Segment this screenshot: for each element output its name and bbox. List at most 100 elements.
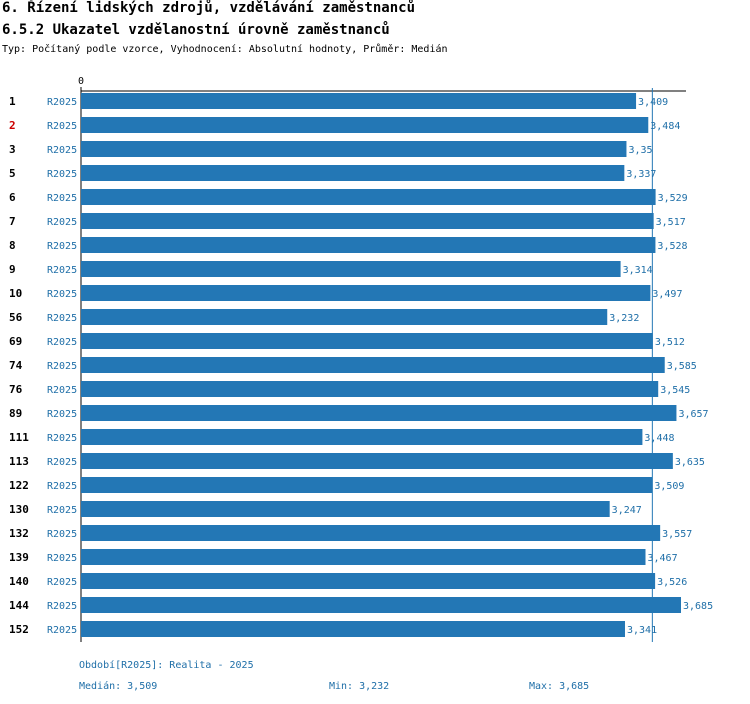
row-id-label: 152 (9, 623, 29, 636)
bar (81, 621, 625, 637)
bar-value-label: 3,409 (638, 97, 668, 108)
row-id-label: 1 (9, 95, 16, 108)
bar (81, 549, 646, 565)
bar-value-label: 3,247 (612, 505, 642, 516)
row-period-label: R2025 (47, 529, 77, 540)
bar-value-label: 3,512 (655, 337, 685, 348)
row-id-label: 113 (9, 455, 29, 468)
bar (81, 357, 665, 373)
bar (81, 309, 608, 325)
row-period-label: R2025 (47, 601, 77, 612)
row-period-label: R2025 (47, 409, 77, 420)
page-title: 6. Řízení lidských zdrojů, vzdělávání za… (2, 0, 416, 16)
median-summary: Medián: 3,509 (79, 681, 158, 692)
bar (81, 501, 610, 517)
row-id-label: 7 (9, 215, 16, 228)
bar-value-label: 3,657 (678, 409, 708, 420)
row-period-label: R2025 (47, 169, 77, 180)
bar (81, 573, 656, 589)
bar (81, 261, 621, 277)
chart-type-description: Typ: Počítaný podle vzorce, Vyhodnocení:… (2, 44, 448, 55)
row-period-label: R2025 (47, 385, 77, 396)
bar-value-label: 3,585 (667, 361, 697, 372)
bar (81, 93, 637, 109)
bar-value-label: 3,557 (662, 529, 692, 540)
bar (81, 285, 651, 301)
bar (81, 117, 649, 133)
row-id-label: 89 (9, 407, 22, 420)
bar-value-label: 3,337 (626, 169, 656, 180)
chart-subtitle: 6.5.2 Ukazatel vzdělanostní úrovně zaměs… (2, 22, 390, 38)
row-id-label: 74 (9, 359, 23, 372)
x-axis-zero-label: 0 (78, 76, 84, 87)
bar (81, 165, 625, 181)
bar (81, 333, 653, 349)
row-id-label: 8 (9, 239, 16, 252)
bar-value-label: 3,448 (644, 433, 674, 444)
bar (81, 525, 661, 541)
row-period-label: R2025 (47, 481, 77, 492)
row-id-label: 10 (9, 287, 22, 300)
bar (81, 429, 643, 445)
row-id-label: 144 (9, 599, 29, 612)
row-id-label: 122 (9, 479, 29, 492)
row-period-label: R2025 (47, 265, 77, 276)
bar (81, 189, 656, 205)
bar-value-label: 3,685 (683, 601, 713, 612)
bar-value-label: 3,35 (628, 145, 652, 156)
row-period-label: R2025 (47, 553, 77, 564)
row-period-label: R2025 (47, 193, 77, 204)
row-id-label: 76 (9, 383, 23, 396)
row-id-label: 140 (9, 575, 29, 588)
row-period-label: R2025 (47, 289, 77, 300)
row-id-label: 132 (9, 527, 29, 540)
bar-value-label: 3,529 (658, 193, 688, 204)
bar-chart: 0 1 R2025 3,409 2 R2025 3,484 3 R2025 3,35 5 R2025 3… (9, 76, 713, 642)
row-period-label: R2025 (47, 361, 77, 372)
bar-value-label: 3,497 (652, 289, 682, 300)
row-period-label: R2025 (47, 337, 77, 348)
bar-value-label: 3,528 (657, 241, 687, 252)
bar (81, 453, 673, 469)
row-period-label: R2025 (47, 97, 77, 108)
row-id-label: 6 (9, 191, 16, 204)
min-summary: Min: 3,232 (329, 681, 390, 692)
row-period-label: R2025 (47, 433, 77, 444)
bar (81, 237, 656, 253)
bar-value-label: 3,526 (657, 577, 687, 588)
row-id-label: 3 (9, 143, 16, 156)
row-id-label: 56 (9, 311, 23, 324)
row-id-label: 111 (9, 431, 29, 444)
row-period-label: R2025 (47, 625, 77, 636)
bar (81, 213, 654, 229)
bar-value-label: 3,314 (623, 265, 653, 276)
row-id-label: 2 (9, 119, 16, 132)
row-id-label: 130 (9, 503, 29, 516)
row-id-label: 9 (9, 263, 16, 276)
bar-value-label: 3,484 (650, 121, 680, 132)
row-period-label: R2025 (47, 313, 77, 324)
period-legend: Období[R2025]: Realita - 2025 (79, 660, 254, 671)
bar-value-label: 3,509 (654, 481, 684, 492)
bar (81, 597, 681, 613)
row-period-label: R2025 (47, 505, 77, 516)
bar (81, 405, 677, 421)
bar-value-label: 3,341 (627, 625, 657, 636)
bar-value-label: 3,467 (648, 553, 678, 564)
bar-value-label: 3,517 (656, 217, 686, 228)
bar-value-label: 3,635 (675, 457, 705, 468)
row-id-label: 69 (9, 335, 22, 348)
row-period-label: R2025 (47, 577, 77, 588)
row-period-label: R2025 (47, 145, 77, 156)
row-id-label: 139 (9, 551, 29, 564)
max-summary: Max: 3,685 (529, 681, 590, 692)
bar (81, 381, 659, 397)
bar-value-label: 3,545 (660, 385, 690, 396)
bar (81, 477, 653, 493)
row-period-label: R2025 (47, 457, 77, 468)
row-id-label: 5 (9, 167, 16, 180)
row-period-label: R2025 (47, 217, 77, 228)
row-period-label: R2025 (47, 121, 77, 132)
row-period-label: R2025 (47, 241, 77, 252)
bar (81, 141, 627, 157)
